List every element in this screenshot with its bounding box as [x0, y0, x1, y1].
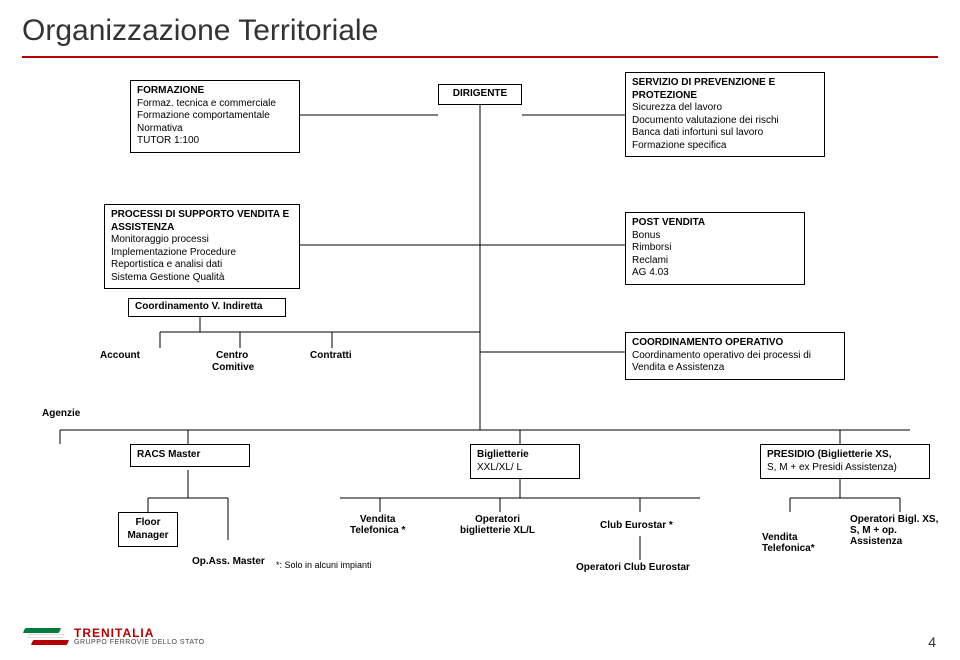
trenitalia-logo-icon [22, 628, 68, 646]
coord-op-header: COORDINAMENTO OPERATIVO [632, 337, 838, 350]
label-centro: Centro [216, 350, 248, 361]
formazione-l4: TUTOR 1:100 [137, 135, 293, 148]
box-presidio: PRESIDIO (Biglietterie XS, S, M + ex Pre… [760, 444, 930, 479]
box-servizio: SERVIZIO DI PREVENZIONE E PROTEZIONE Sic… [625, 72, 825, 157]
postvendita-header: POST VENDITA [632, 217, 798, 230]
label-comitive: Comitive [212, 362, 254, 373]
box-floor-manager: Floor Manager [118, 512, 178, 547]
biglietterie-l1: XXL/XL/ L [477, 462, 573, 475]
servizio-l4: Formazione specifica [632, 140, 818, 153]
box-biglietterie: Biglietterie XXL/XL/ L [470, 444, 580, 479]
label-agenzie: Agenzie [42, 408, 80, 419]
label-vendita-tel1: Vendita Telefonica * [350, 514, 405, 536]
processi-l4: Sistema Gestione Qualità [111, 272, 293, 285]
label-vendita-tel2: Vendita Telefonica* [762, 532, 815, 554]
racs-header: RACS Master [137, 449, 200, 460]
coord-indiretta-header: Coordinamento V. Indiretta [135, 301, 262, 312]
processi-l2: Implementazione Procedure [111, 247, 293, 260]
box-formazione: FORMAZIONE Formaz. tecnica e commerciale… [130, 80, 300, 153]
postvendita-l1: Bonus [632, 230, 798, 243]
logo-brand: TRENITALIA [74, 627, 205, 639]
page-number: 4 [928, 634, 936, 650]
formazione-l2: Formazione comportamentale [137, 110, 293, 123]
postvendita-l3: Reclami [632, 255, 798, 268]
floor-header: Floor [125, 517, 171, 530]
box-processi: PROCESSI DI SUPPORTO VENDITA E ASSISTENZ… [104, 204, 300, 289]
label-contratti: Contratti [310, 350, 352, 361]
box-dirigente: DIRIGENTE [438, 84, 522, 105]
servizio-header: SERVIZIO DI PREVENZIONE E PROTEZIONE [632, 77, 818, 102]
title-rule [22, 56, 938, 58]
servizio-l2: Documento valutazione dei rischi [632, 115, 818, 128]
box-postvendita: POST VENDITA Bonus Rimborsi Reclami AG 4… [625, 212, 805, 285]
postvendita-l2: Rimborsi [632, 242, 798, 255]
formazione-l3: Normativa [137, 123, 293, 136]
processi-l1: Monitoraggio processi [111, 234, 293, 247]
footnote: *: Solo in alcuni impianti [276, 560, 372, 570]
box-coord-operativo: COORDINAMENTO OPERATIVO Coordinamento op… [625, 332, 845, 380]
label-club-eurostar: Club Eurostar * [600, 520, 673, 531]
biglietterie-header: Biglietterie [477, 449, 573, 462]
label-account: Account [100, 350, 140, 361]
box-racs: RACS Master [130, 444, 250, 467]
label-operatori-club: Operatori Club Eurostar [576, 562, 690, 573]
formazione-l1: Formaz. tecnica e commerciale [137, 98, 293, 111]
formazione-header: FORMAZIONE [137, 85, 293, 98]
dirigente-header: DIRIGENTE [453, 88, 507, 99]
label-opass: Op.Ass. Master [192, 556, 265, 567]
box-coord-indiretta: Coordinamento V. Indiretta [128, 298, 286, 317]
coord-op-l2: Vendita e Assistenza [632, 362, 838, 375]
label-operatori-bigl-xs: Operatori Bigl. XS, S, M + op. Assistenz… [850, 514, 938, 547]
coord-op-l1: Coordinamento operativo dei processi di [632, 350, 838, 363]
processi-header: PROCESSI DI SUPPORTO VENDITA E ASSISTENZ… [111, 209, 293, 234]
postvendita-l4: AG 4.03 [632, 267, 798, 280]
page-title: Organizzazione Territoriale [22, 14, 378, 48]
floor-l1: Manager [125, 530, 171, 543]
processi-l3: Reportistica e analisi dati [111, 259, 293, 272]
presidio-l1: S, M + ex Presidi Assistenza) [767, 462, 923, 475]
presidio-header: PRESIDIO (Biglietterie XS, [767, 449, 923, 462]
servizio-l3: Banca dati infortuni sul lavoro [632, 127, 818, 140]
servizio-l1: Sicurezza del lavoro [632, 102, 818, 115]
footer-logo: TRENITALIA GRUPPO FERROVIE DELLO STATO [22, 627, 205, 646]
logo-sub: GRUPPO FERROVIE DELLO STATO [74, 639, 205, 646]
label-operatori-bigl: Operatori biglietterie XL/L [460, 514, 535, 536]
